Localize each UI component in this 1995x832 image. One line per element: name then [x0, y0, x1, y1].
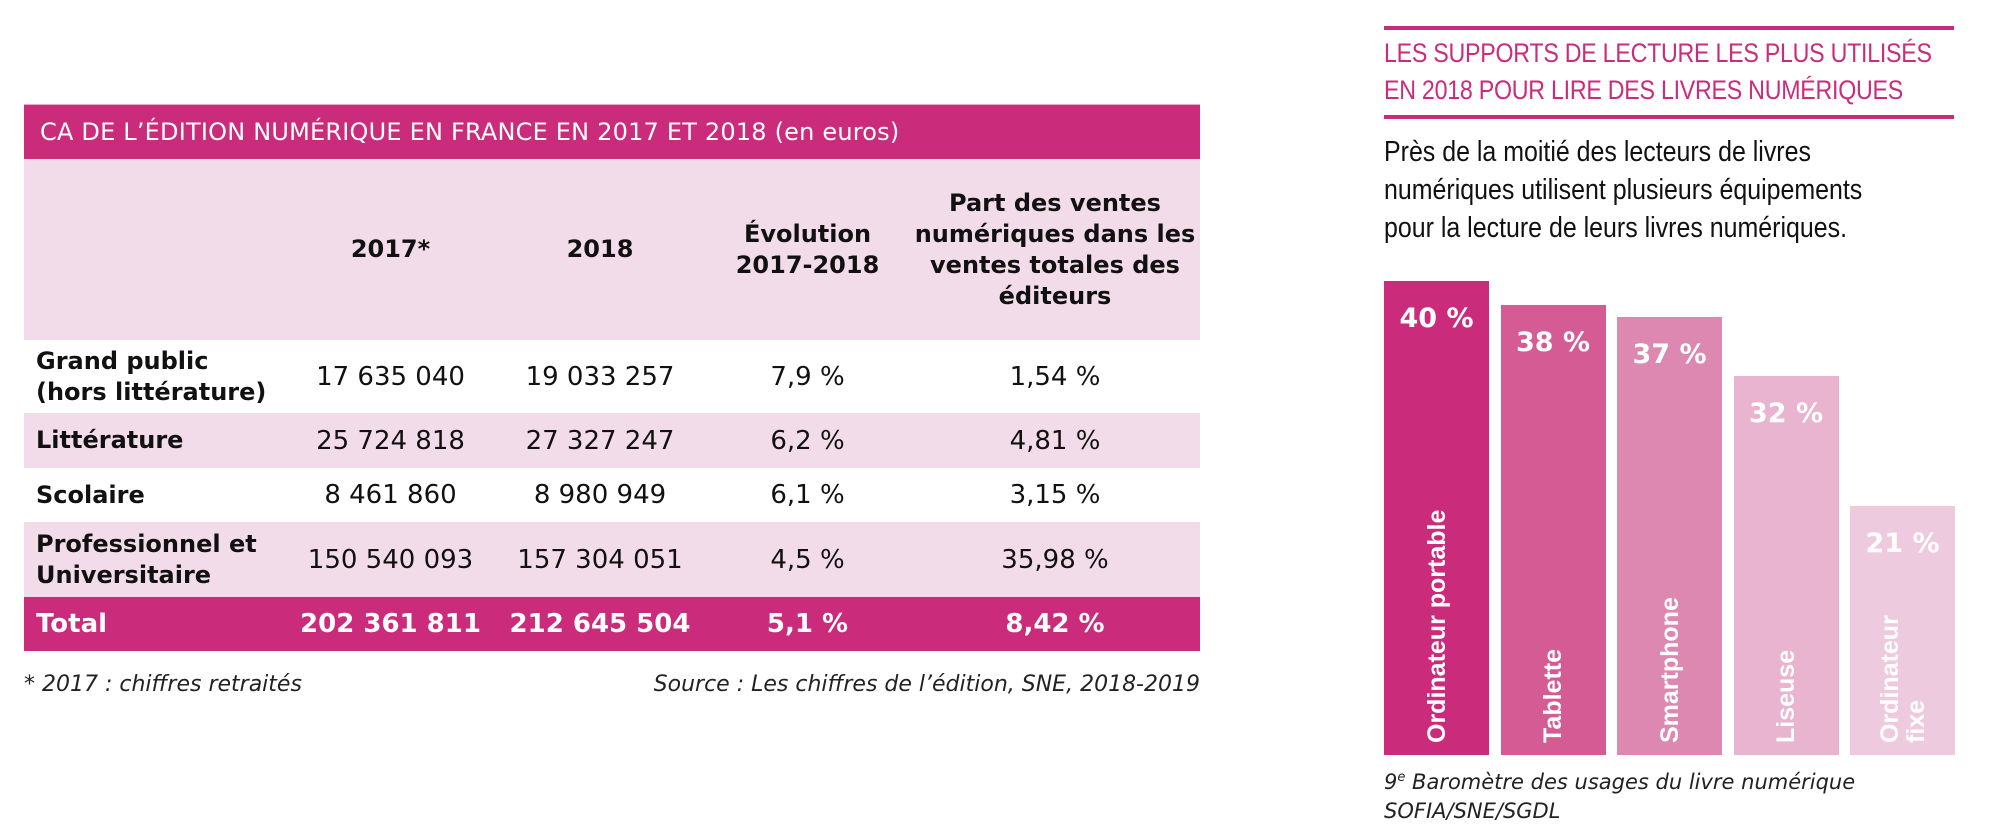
bar-value-label: 38 % — [1515, 326, 1591, 358]
caption-ordinal-suffix: e — [1397, 770, 1406, 785]
chart-source-caption: 9e Baromètre des usages du livre numériq… — [1384, 763, 1855, 826]
table-header-row: 2017* 2018 Évolution 2017-2018 Part des … — [24, 159, 1200, 340]
panel-intro-text: Près de la moitié des lecteurs de livres… — [1384, 133, 1874, 247]
cell-evolution: 6,2 % — [770, 425, 845, 456]
bar-value-label: 37 % — [1632, 338, 1707, 370]
panel-title-line-1: LES SUPPORTS DE LECTURE LES PLUS UTILISÉ… — [1384, 38, 1932, 68]
panel-title: LES SUPPORTS DE LECTURE LES PLUS UTILISÉ… — [1384, 30, 1932, 115]
bar-smartphone: 37 % Smartphone — [1617, 316, 1722, 755]
panel-title-line-2: EN 2018 POUR LIRE DES LIVRES NUMÉRIQUES — [1384, 75, 1904, 105]
source-note: Source : Les chiffres de l’édition, SNE,… — [653, 672, 1200, 697]
total-label: Total — [36, 608, 108, 639]
row-label: Grand public (hors littérature) — [36, 346, 267, 406]
cell-share: 4,81 % — [1009, 425, 1101, 456]
cell-evolution: 6,1 % — [770, 480, 845, 510]
bar-ordinateur-fixe: 21 % Ordinateur fixe — [1850, 506, 1955, 755]
bar-ordinateur-portable: 40 % Ordinateur portable — [1384, 281, 1489, 755]
bar-value-label: 21 % — [1865, 528, 1940, 560]
cell-2018: 19 033 257 — [525, 361, 675, 392]
cell-2018: 157 304 051 — [517, 544, 683, 575]
table-row: Professionnel et Universitaire 150 540 0… — [24, 522, 1200, 597]
bar-category-label: Ordinateur portable — [1422, 509, 1451, 743]
bar-tablette: 38 % Tablette — [1500, 304, 1606, 755]
cell-2017: 150 540 093 — [307, 544, 474, 575]
cell-share: 35,98 % — [1001, 544, 1109, 575]
cell-2018: 8 980 949 — [533, 480, 667, 510]
revenue-table: CA DE L’ÉDITION NUMÉRIQUE EN FRANCE EN 2… — [24, 104, 1200, 651]
cell-2017: 25 724 818 — [316, 425, 465, 456]
header-share: Part des ventes numériques dans les vent… — [914, 188, 1196, 310]
cell-evolution: 7,9 % — [770, 361, 845, 392]
header-2017: 2017* — [350, 235, 431, 263]
table-total-row: Total 202 361 811 212 645 504 5,1 % 8,42… — [24, 597, 1200, 651]
cell-2017: 17 635 040 — [316, 361, 465, 392]
table-row: Grand public (hors littérature) 17 635 0… — [24, 340, 1200, 413]
total-evolution: 5,1 % — [766, 609, 849, 639]
bar-liseuse: 32 % Liseuse — [1733, 375, 1839, 755]
table-row: Littérature 25 724 818 27 327 247 6,2 % … — [24, 413, 1200, 468]
bar-category-label: Smartphone — [1655, 597, 1684, 743]
cell-2018: 27 327 247 — [525, 425, 675, 456]
intro-line-1: Près de la moitié des lecteurs de livres — [1384, 136, 1811, 168]
bar-value-label: 32 % — [1748, 397, 1824, 429]
total-2018: 212 645 504 — [509, 609, 691, 639]
table-title: CA DE L’ÉDITION NUMÉRIQUE EN FRANCE EN 2… — [24, 104, 1200, 159]
cell-share: 3,15 % — [1009, 480, 1101, 510]
header-evolution: Évolution 2017-2018 — [735, 219, 880, 279]
row-label: Professionnel et Universitaire — [36, 529, 257, 589]
device-usage-bar-chart: 40 % Ordinateur portable 38 % Tablette 37 % S… — [1384, 270, 1959, 755]
total-share: 8,42 % — [1005, 609, 1105, 639]
row-label: Scolaire — [36, 480, 145, 509]
total-2017: 202 361 811 — [300, 609, 481, 639]
caption-line-1: 9e Baromètre des usages du livre numériq… — [1384, 763, 1855, 797]
table-row: Scolaire 8 461 860 8 980 949 6,1 % 3,15 … — [24, 468, 1200, 522]
header-2018: 2018 — [566, 235, 634, 263]
caption-line-2: SOFIA/SNE/SGDL — [1384, 799, 1561, 823]
bottom-rule — [1384, 115, 1954, 119]
footnote: * 2017 : chiffres retraités — [24, 672, 302, 697]
cell-evolution: 4,5 % — [770, 544, 845, 575]
cell-share: 1,54 % — [1009, 361, 1101, 392]
cell-2017: 8 461 860 — [324, 480, 457, 510]
intro-line-3: pour la lecture de leurs livres numériqu… — [1384, 212, 1848, 244]
top-rule — [1384, 26, 1954, 30]
bar-category-label: Ordinateur fixe — [1875, 615, 1930, 743]
reading-devices-panel: LES SUPPORTS DE LECTURE LES PLUS UTILISÉ… — [1384, 26, 1954, 247]
caption-ordinal: 9 — [1384, 770, 1398, 794]
bar-category-label: Liseuse — [1772, 649, 1800, 743]
caption-text: Baromètre des usages du livre numérique — [1405, 770, 1856, 794]
bar-value-label: 40 % — [1399, 303, 1474, 334]
row-label: Littérature — [36, 426, 184, 454]
table-notes: * 2017 : chiffres retraités Source : Les… — [24, 672, 1200, 697]
intro-line-2: numériques utilisent plusieurs équipemen… — [1384, 174, 1863, 206]
bar-category-label: Tablette — [1539, 649, 1567, 743]
